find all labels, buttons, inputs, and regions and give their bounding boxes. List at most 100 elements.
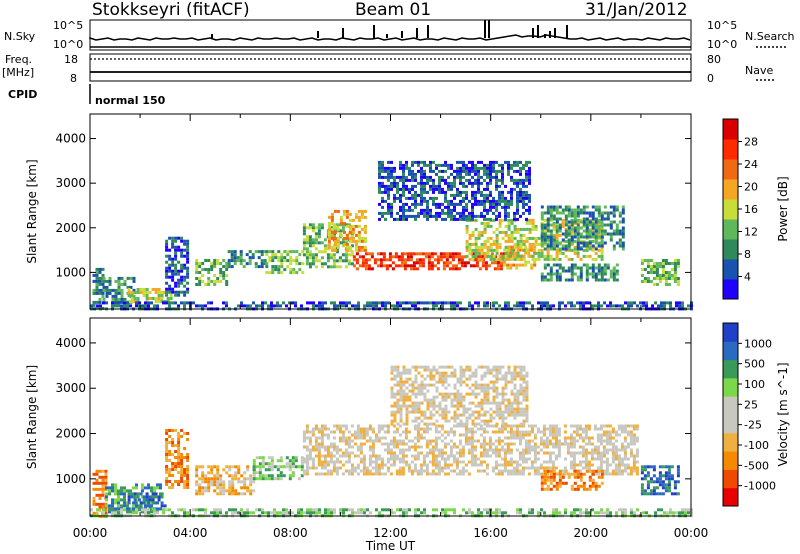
echo-cell (519, 368, 523, 372)
echo-cell (342, 212, 346, 216)
echo-cell (426, 422, 430, 426)
echo-cell (332, 463, 336, 467)
echo-cell (383, 448, 387, 452)
echo-cell (635, 454, 639, 458)
echo-cell (305, 250, 309, 254)
echo-cell (456, 187, 459, 191)
echo-cell (379, 264, 383, 268)
echo-cell (339, 215, 343, 219)
echo-cell (582, 211, 586, 215)
echo-cell (633, 301, 636, 305)
echo-cell (123, 498, 126, 502)
echo-cell (432, 365, 436, 369)
echo-cell (542, 445, 546, 449)
echo-cell (411, 169, 414, 173)
echo-cell (492, 380, 496, 384)
echo-cell (531, 304, 534, 308)
echo-cell (219, 492, 223, 496)
echo-cell (501, 205, 504, 209)
echo-cell (588, 220, 592, 224)
echo-cell (144, 504, 147, 508)
echo-cell (419, 469, 423, 473)
echo-cell (333, 248, 337, 252)
echo-cell (483, 392, 487, 396)
echo-cell (435, 419, 439, 423)
echo-cell (627, 301, 630, 305)
echo-cell (557, 454, 561, 458)
echo-cell (576, 223, 580, 227)
echo-cell (308, 451, 312, 455)
echo-cell (443, 442, 447, 446)
echo-cell (585, 272, 589, 276)
echo-cell (317, 442, 321, 446)
echo-cell (327, 233, 331, 237)
echo-cell (558, 301, 561, 305)
echo-cell (384, 169, 387, 173)
echo-cell (414, 407, 418, 411)
echo-cell (491, 442, 495, 446)
echo-cell (495, 401, 499, 405)
echo-cell (326, 454, 330, 458)
echo-cell (441, 187, 444, 191)
echo-cell (519, 386, 523, 390)
echo-cell (414, 178, 417, 182)
echo-cell (461, 469, 465, 473)
echo-cell (477, 166, 480, 170)
echo-cell (495, 205, 498, 209)
echo-cell (392, 463, 396, 467)
echo-cell (362, 466, 366, 470)
echo-cell (420, 184, 423, 188)
echo-cell (585, 248, 589, 252)
echo-cell (442, 252, 446, 256)
echo-cell (336, 245, 340, 249)
echo-cell (390, 187, 393, 191)
echo-cell (540, 275, 544, 279)
echo-cell (405, 410, 409, 414)
echo-cell (405, 413, 409, 417)
echo-cell (408, 187, 411, 191)
echo-cell (567, 257, 571, 261)
echo-cell (519, 236, 523, 240)
echo-cell (443, 463, 447, 467)
echo-cell (341, 439, 345, 443)
echo-cell (533, 445, 537, 449)
echo-cell (268, 259, 272, 263)
echo-cell (459, 214, 462, 218)
echo-cell (165, 301, 168, 305)
echo-cell (563, 472, 567, 476)
echo-cell (513, 251, 517, 255)
echo-cell (271, 265, 275, 269)
echo-cell (585, 254, 589, 258)
echo-cell (414, 377, 418, 381)
echo-cell (434, 424, 438, 428)
echo-cell (341, 241, 345, 245)
echo-cell (629, 439, 633, 443)
echo-cell (279, 304, 282, 308)
echo-cell (576, 254, 580, 258)
echo-cell (465, 248, 469, 252)
echo-cell (399, 196, 402, 200)
echo-cell (383, 442, 387, 446)
echo-cell (453, 416, 457, 420)
echo-cell (317, 235, 321, 239)
echo-cell (477, 392, 481, 396)
echo-cell (159, 507, 162, 511)
echo-cell (555, 229, 559, 233)
echo-cell (326, 451, 330, 455)
echo-cell (573, 272, 577, 276)
echo-cell (327, 236, 331, 240)
echo-cell (461, 472, 465, 476)
echo-cell (465, 383, 469, 387)
echo-cell (452, 457, 456, 461)
echo-cell (600, 221, 604, 225)
echo-cell (246, 465, 250, 469)
echo-cell (225, 268, 229, 271)
echo-cell (569, 439, 573, 443)
echo-cell (422, 463, 426, 467)
echo-cell (521, 469, 525, 473)
echo-cell (453, 184, 456, 188)
echo-cell (636, 304, 639, 308)
echo-cell (413, 454, 417, 458)
echo-cell (370, 267, 374, 271)
echo-cell (180, 429, 184, 432)
